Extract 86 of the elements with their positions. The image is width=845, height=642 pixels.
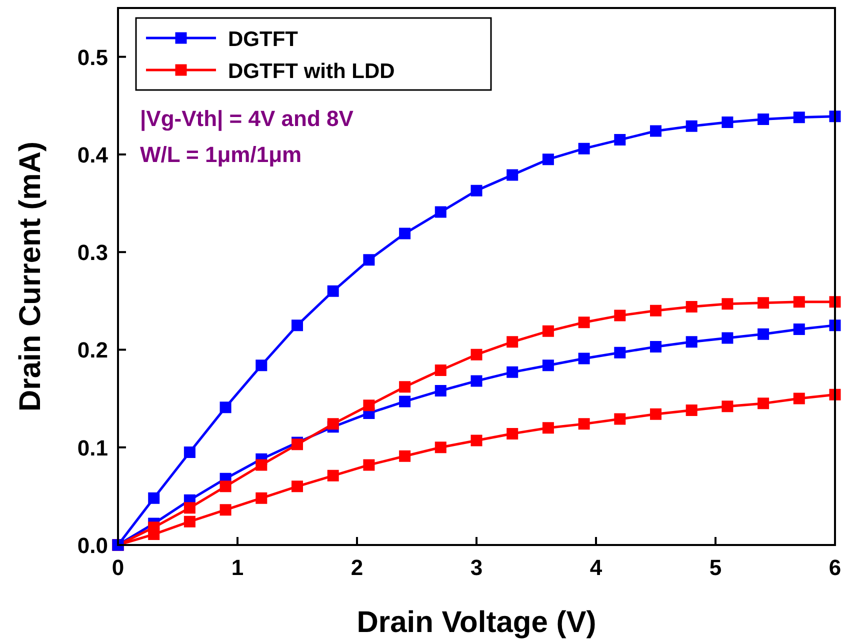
point [327, 285, 339, 297]
annotation: W/L = 1μm/1μm [140, 142, 302, 167]
point [578, 418, 590, 430]
point [758, 114, 770, 126]
point [470, 184, 482, 196]
point [650, 304, 662, 316]
point [650, 341, 662, 353]
point [686, 120, 698, 132]
point [399, 381, 411, 393]
point [470, 434, 482, 446]
point [542, 325, 554, 337]
point [256, 459, 268, 471]
point [220, 402, 232, 414]
point [722, 332, 734, 344]
point [650, 125, 662, 137]
point [722, 298, 734, 310]
point [399, 228, 411, 240]
point [148, 492, 160, 504]
point [220, 504, 232, 516]
point [506, 366, 518, 378]
y-tick-label: 0.5 [77, 44, 108, 70]
point [292, 480, 303, 492]
point [220, 480, 232, 492]
annotation: |Vg-Vth| = 4V and 8V [140, 106, 354, 131]
point [686, 336, 698, 348]
point [614, 413, 626, 425]
x-axis-title: Drain Voltage (V) [356, 606, 596, 639]
point [578, 352, 590, 364]
point [542, 422, 554, 434]
y-axis-title: Drain Current (mA) [14, 141, 47, 412]
x-tick-label: 2 [350, 555, 364, 580]
point [506, 428, 518, 440]
x-tick-label: 0 [112, 555, 124, 580]
point [506, 336, 518, 348]
point [793, 296, 805, 308]
point [614, 346, 626, 358]
point [506, 169, 518, 181]
point [578, 316, 590, 328]
legend-label: DGTFT [228, 28, 298, 51]
point [184, 502, 196, 514]
x-tick-label: 6 [828, 555, 842, 580]
point [434, 364, 446, 376]
point [363, 459, 375, 471]
x-tick-label: 4 [590, 555, 603, 580]
point [758, 297, 770, 309]
legend-label: DGTFT with LDD [228, 60, 395, 83]
point [686, 404, 698, 416]
point [650, 408, 662, 420]
point [363, 400, 375, 412]
point [614, 310, 626, 322]
point [722, 116, 734, 128]
point [793, 392, 805, 404]
point [614, 134, 626, 146]
point [722, 400, 734, 412]
y-tick-label: 0.4 [77, 142, 109, 168]
y-tick-label: 0.2 [77, 338, 108, 363]
point [758, 398, 770, 410]
point [399, 396, 411, 408]
point [363, 254, 375, 266]
point [184, 446, 196, 458]
point [256, 360, 268, 372]
point [578, 142, 590, 154]
point [470, 348, 482, 360]
point [434, 384, 446, 396]
point [184, 516, 196, 528]
y-tick-label: 0.1 [77, 435, 108, 460]
point [542, 154, 554, 166]
point [148, 522, 160, 534]
point [793, 112, 805, 124]
point [327, 470, 339, 482]
point [542, 360, 554, 372]
y-tick-label: 0.3 [77, 240, 108, 266]
point [292, 320, 303, 332]
point [470, 375, 482, 387]
x-tick-label: 1 [231, 555, 244, 580]
point [327, 418, 339, 430]
y-tick-label: 0.0 [77, 533, 108, 558]
point [793, 323, 805, 335]
point [686, 301, 698, 313]
x-tick-label: 5 [709, 555, 722, 580]
point [434, 442, 446, 454]
point [256, 492, 268, 504]
x-tick-label: 3 [470, 555, 483, 580]
point [434, 206, 446, 218]
point [758, 328, 770, 340]
point [399, 450, 411, 462]
